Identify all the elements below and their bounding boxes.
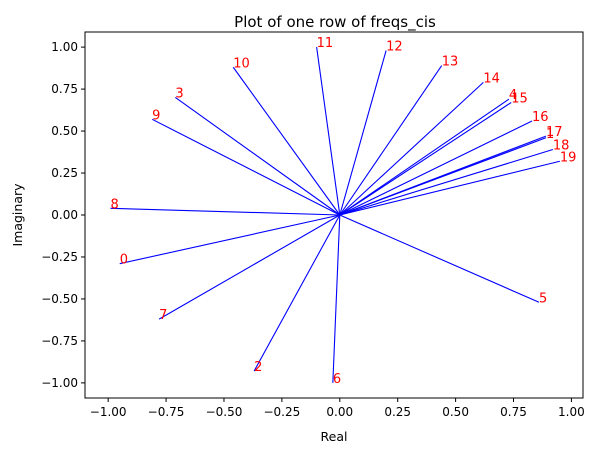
- x-tick-label: −0.50: [206, 405, 243, 419]
- y-tick-label: 0.25: [51, 166, 78, 180]
- y-tick-label: 0.50: [51, 124, 78, 138]
- vector-line-17: [339, 135, 547, 216]
- point-label-3: 3: [175, 86, 183, 101]
- y-tick-label: 1.00: [51, 40, 78, 54]
- vector-line-6: [332, 214, 341, 383]
- y-tick-label: 0.75: [51, 82, 78, 96]
- chart-title: Plot of one row of freqs_cis: [234, 13, 436, 32]
- point-label-10: 10: [233, 56, 250, 71]
- y-axis-label: Imaginary: [10, 183, 25, 247]
- vector-line-4: [339, 98, 510, 216]
- point-label-12: 12: [386, 39, 403, 54]
- point-label-7: 7: [159, 308, 167, 323]
- x-tick-label: 1.00: [558, 405, 585, 419]
- vector-line-14: [339, 81, 484, 216]
- point-label-8: 8: [110, 197, 118, 212]
- x-axis-label: Real: [321, 429, 348, 444]
- point-label-5: 5: [539, 291, 547, 306]
- point-label-1: 1: [546, 127, 554, 142]
- y-tick-label: −0.25: [41, 250, 78, 264]
- point-label-0: 0: [120, 253, 128, 268]
- x-tick-label: −0.25: [263, 405, 300, 419]
- vector-line-7: [158, 214, 341, 320]
- x-tick-label: 0.75: [500, 405, 527, 419]
- point-label-15: 15: [511, 92, 528, 107]
- vector-line-2: [253, 214, 341, 372]
- point-label-18: 18: [553, 139, 570, 154]
- point-label-4: 4: [509, 88, 517, 103]
- vector-line-10: [232, 66, 341, 216]
- vector-lines: [110, 47, 560, 383]
- point-label-6: 6: [333, 372, 341, 387]
- vector-line-13: [339, 65, 443, 216]
- x-tick-label: −0.75: [148, 405, 185, 419]
- point-label-9: 9: [152, 108, 160, 123]
- vector-line-16: [339, 120, 533, 216]
- vector-line-11: [316, 47, 341, 216]
- x-tick-label: 0.00: [326, 405, 353, 419]
- point-label-17: 17: [546, 125, 563, 140]
- vector-line-12: [339, 50, 387, 216]
- x-tick-label: −1.00: [90, 405, 127, 419]
- point-label-11: 11: [317, 36, 334, 51]
- point-label-19: 19: [560, 150, 577, 165]
- point-label-13: 13: [442, 55, 459, 70]
- point-label-2: 2: [254, 360, 262, 375]
- vector-line-5: [339, 214, 540, 303]
- vector-line-3: [175, 97, 341, 216]
- vector-line-0: [119, 214, 340, 265]
- y-tick-label: −0.75: [41, 334, 78, 348]
- vector-line-15: [339, 102, 512, 216]
- x-tick-label: 0.50: [442, 405, 469, 419]
- x-tick-label: 0.25: [384, 405, 411, 419]
- y-axis-ticks: −1.00 −0.75 −0.50 −0.25 0.00 0.25 0.50 0.75 1.00: [41, 40, 85, 390]
- vector-line-18: [339, 148, 554, 216]
- y-tick-label: 0.00: [51, 208, 78, 222]
- vector-line-9: [151, 118, 341, 216]
- y-tick-label: −1.00: [41, 376, 78, 390]
- point-label-14: 14: [483, 71, 500, 86]
- x-axis-ticks: −1.00 −0.75 −0.50 −0.25 0.00 0.25 0.50 0.75 1.00: [90, 398, 585, 419]
- point-label-16: 16: [532, 110, 549, 125]
- vector-line-8: [110, 207, 340, 216]
- y-tick-label: −0.50: [41, 292, 78, 306]
- vector-line-19: [339, 160, 560, 216]
